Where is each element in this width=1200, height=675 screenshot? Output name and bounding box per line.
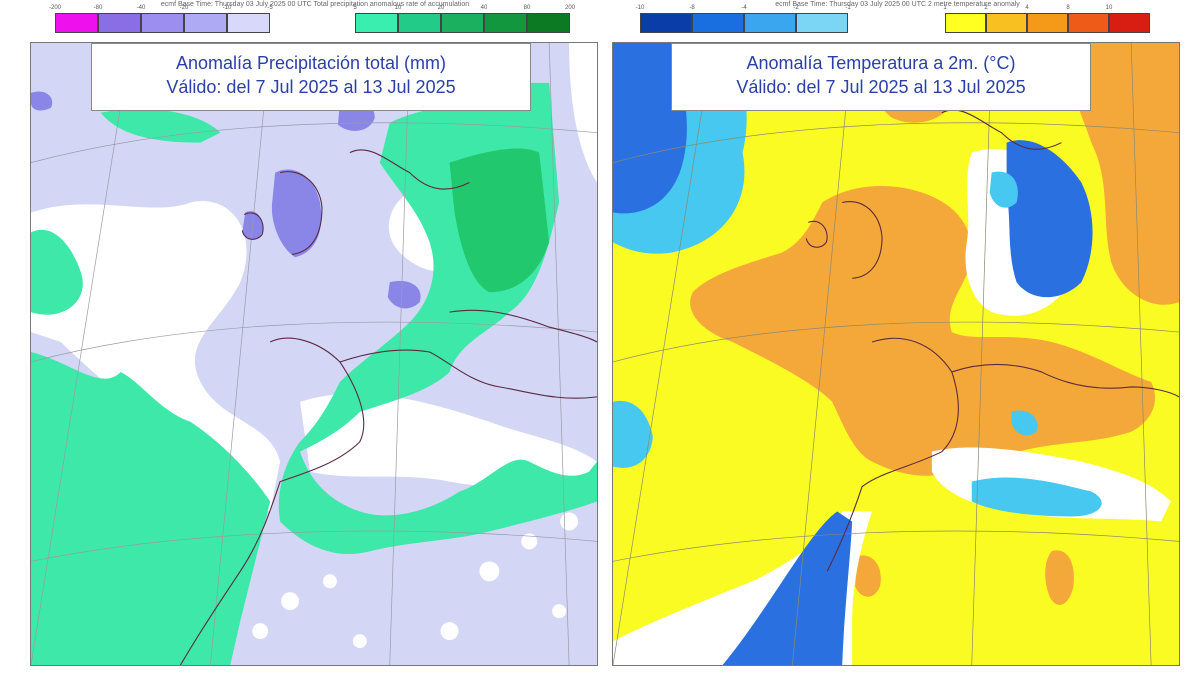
temp-negative-scale: -10 -8 -4 -2 -1 (636, 5, 851, 33)
precip-positive-area (31, 352, 271, 665)
precip-negative-tick-label: -80 (93, 5, 103, 11)
temperature-anomaly-map: Anomalía Temperatura a 2m. (°C) Válido: … (612, 42, 1180, 666)
temp-warm-area (855, 555, 881, 597)
temp-positive-swatch (986, 13, 1027, 33)
temp-negative-tick-label: -1 (845, 5, 851, 11)
temp-positive-swatch (945, 13, 986, 33)
temp-cold-area (1006, 140, 1093, 298)
temp-positive-scale: 1 2 4 8 10 (943, 5, 1150, 33)
temp-negative-swatch (744, 13, 796, 33)
temp-cold-area (722, 511, 853, 665)
temp-negative-swatch (692, 13, 744, 33)
precip-white-area (569, 43, 597, 183)
precip-positive-swatch (484, 13, 527, 33)
precip-graticule (31, 43, 597, 665)
precip-negative-tick-label: -10 (222, 5, 232, 11)
precip-positive-area (100, 108, 221, 143)
precipitation-anomaly-map: Anomalía Precipitación total (mm) Válido… (30, 42, 598, 666)
precip-negative-swatch (184, 13, 227, 33)
precip-legend-header: ecmf Base Time: Thursday 03 July 2025 00… (160, 1, 470, 8)
temp-title: Anomalía Temperatura a 2m. (°C) (746, 53, 1016, 73)
temp-positive-tick-label: 2 (984, 5, 988, 11)
precip-negative-tick-label: -20 (179, 5, 189, 11)
temp-legend: ecmf Base Time: Thursday 03 July 2025 00… (636, 0, 1155, 40)
precip-coastlines (179, 149, 597, 665)
temp-cold-area (613, 43, 687, 214)
precip-white-area (31, 200, 281, 512)
precip-positive-area (31, 229, 83, 315)
temp-cool-area (613, 400, 653, 468)
precip-negative-area (271, 169, 322, 258)
temperature-map-canvas (613, 43, 1179, 665)
precip-positive-swatch (527, 13, 570, 33)
temp-graticule (613, 43, 1179, 665)
precip-negative-swatch (98, 13, 141, 33)
precip-negative-tick-label: -5 (267, 5, 273, 11)
temp-negative-swatch (640, 13, 692, 33)
precip-positive-swatch (355, 13, 398, 33)
temp-positive-swatch (1027, 13, 1068, 33)
precip-positive-tick-label: 5 (353, 5, 357, 11)
precip-positive-tick-label: 200 (564, 5, 576, 11)
temp-cool-area (1011, 410, 1038, 436)
temp-cool-area (989, 171, 1018, 208)
temp-positive-tick-label: 4 (1025, 5, 1029, 11)
temp-negative-tick-label: -8 (689, 5, 695, 11)
precip-title-box: Anomalía Precipitación total (mm) Válido… (91, 43, 531, 111)
precip-strong-positive-area (449, 148, 550, 293)
precip-positive-tick-label: 40 (480, 5, 488, 11)
temp-warm-area (690, 185, 1156, 476)
temp-negative-tick-label: -10 (635, 5, 645, 11)
precip-negative-tick-label: -40 (136, 5, 146, 11)
precip-positive-swatch (441, 13, 484, 33)
temp-warm-area (1045, 550, 1074, 605)
temp-negative-swatch (796, 13, 848, 33)
temp-positive-tick-label: 1 (943, 5, 947, 11)
precip-negative-swatch (227, 13, 270, 33)
precipitation-map-canvas (31, 43, 597, 665)
precip-positive-tick-label: 80 (523, 5, 531, 11)
precip-title: Anomalía Precipitación total (mm) (175, 53, 447, 73)
temp-positive-tick-label: 10 (1105, 5, 1113, 11)
temp-positive-swatch (1068, 13, 1109, 33)
temp-legend-header: ecmf Base Time: Thursday 03 July 2025 00… (775, 1, 1020, 8)
precip-negative-scale: -200 -80 -40 -20 -10 -5 (49, 5, 273, 33)
precip-negative-swatch (55, 13, 98, 33)
temp-coastlines (805, 109, 1179, 572)
precip-negative-tick-label: -200 (48, 5, 62, 11)
temp-cool-area (971, 477, 1102, 517)
precip-positive-swatch (398, 13, 441, 33)
precip-positive-tick-label: 10 (394, 5, 402, 11)
temp-negative-tick-label: -4 (741, 5, 747, 11)
precip-positive-scale: 5 10 20 40 80 200 (353, 5, 575, 33)
temp-negative-tick-label: -2 (793, 5, 799, 11)
precip-legend: ecmf Base Time: Thursday 03 July 2025 00… (49, 0, 575, 40)
precip-valid-range: Válido: del 7 Jul 2025 al 13 Jul 2025 (166, 77, 456, 97)
precip-positive-tick-label: 20 (437, 5, 445, 11)
temp-positive-tick-label: 8 (1066, 5, 1070, 11)
precip-negative-area (31, 91, 53, 111)
temp-positive-swatch (1109, 13, 1150, 33)
precip-negative-swatch (141, 13, 184, 33)
temp-title-box: Anomalía Temperatura a 2m. (°C) Válido: … (671, 43, 1091, 111)
precip-negative-area (387, 280, 421, 309)
temp-valid-range: Válido: del 7 Jul 2025 al 13 Jul 2025 (736, 77, 1026, 97)
